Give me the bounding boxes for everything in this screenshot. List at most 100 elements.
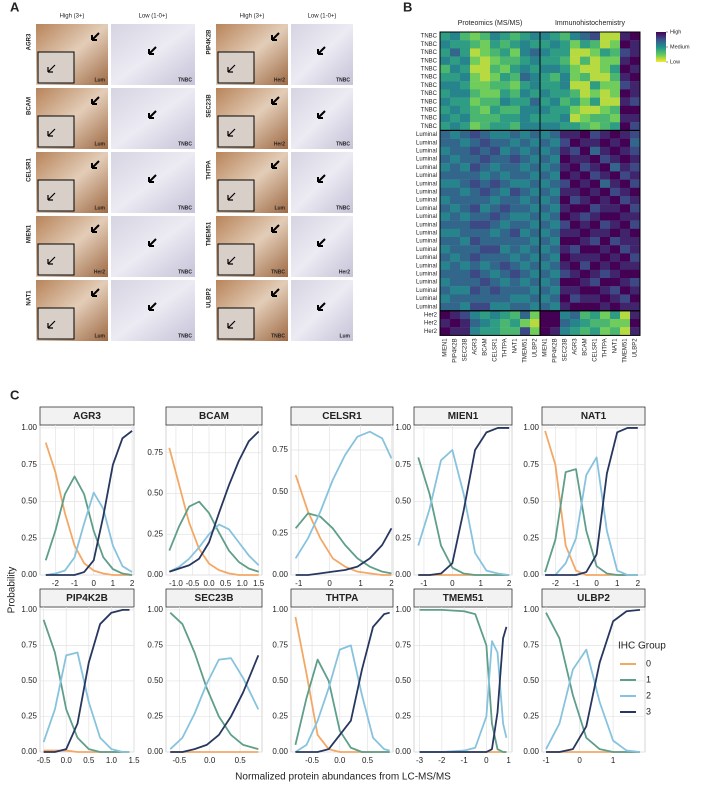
heatmap-cell bbox=[630, 81, 641, 90]
heatmap-cell bbox=[510, 81, 521, 90]
heatmap-cell bbox=[590, 81, 601, 90]
column-label: NAT1 bbox=[613, 338, 619, 354]
heatmap-cell bbox=[520, 146, 531, 156]
heatmap-cell bbox=[610, 302, 621, 311]
gene-label: ULBP2 bbox=[207, 288, 213, 308]
heatmap-cell bbox=[530, 286, 541, 295]
heatmap-cell bbox=[590, 286, 601, 295]
heatmap-cell bbox=[620, 105, 631, 115]
row-label: Luminal bbox=[416, 148, 437, 154]
probability-curve bbox=[295, 527, 393, 576]
heatmap-cell bbox=[520, 155, 531, 164]
heatmap-cell bbox=[470, 40, 481, 49]
heatmap-cell bbox=[510, 269, 521, 279]
column-label: SEC23B bbox=[563, 338, 569, 361]
heatmap-cell bbox=[620, 138, 631, 147]
heatmap-cell bbox=[620, 327, 631, 336]
heatmap-cell bbox=[550, 163, 561, 172]
heatmap-cell bbox=[570, 64, 581, 74]
heatmap-cell bbox=[630, 73, 641, 82]
heatmap-cell bbox=[550, 245, 561, 254]
heatmap-cell bbox=[500, 179, 511, 188]
heatmap-cell bbox=[490, 163, 501, 172]
x-tick-label: -1 bbox=[542, 756, 550, 765]
heatmap-cell bbox=[490, 89, 501, 98]
heatmap-cell bbox=[540, 48, 551, 57]
row-label: Luminal bbox=[416, 173, 437, 179]
heatmap-cell bbox=[450, 327, 461, 336]
heatmap-cell bbox=[530, 48, 541, 57]
heatmap-cell bbox=[510, 228, 521, 238]
arrow-marker bbox=[47, 192, 56, 201]
probability-curve bbox=[170, 654, 260, 753]
y-tick-label: 0.25 bbox=[523, 712, 539, 721]
heatmap-cell bbox=[570, 122, 581, 131]
arrow-marker bbox=[227, 128, 236, 137]
heatmap-cell bbox=[600, 294, 611, 303]
heatmap-cell bbox=[500, 105, 511, 115]
x-tick-label: 0.5 bbox=[235, 756, 247, 765]
x-tick-label: 1.0 bbox=[106, 756, 118, 765]
heatmap-cell bbox=[620, 228, 631, 238]
gene-label: PIP4K2B bbox=[207, 29, 213, 55]
heatmap-cell bbox=[610, 245, 621, 254]
heatmap-cell bbox=[510, 286, 521, 295]
heatmap-cell bbox=[600, 319, 611, 328]
heatmap-cell bbox=[510, 196, 521, 205]
heatmap-cell bbox=[610, 286, 621, 295]
heatmap-cell bbox=[610, 56, 621, 65]
heatmap-cell bbox=[550, 327, 561, 336]
inset-box bbox=[217, 243, 255, 276]
heatmap-cell bbox=[500, 294, 511, 303]
heatmap-cell bbox=[550, 179, 561, 188]
heatmap-cell bbox=[450, 261, 461, 270]
heatmap-cell bbox=[440, 130, 451, 139]
heatmap-cell bbox=[490, 253, 501, 262]
inset-box bbox=[37, 307, 75, 340]
heatmap-cell bbox=[510, 220, 521, 229]
heatmap-cell bbox=[540, 122, 551, 131]
row-label: Her2 bbox=[424, 312, 438, 318]
row-label: TNBC bbox=[421, 124, 438, 130]
heatmap-cell bbox=[610, 81, 621, 90]
heatmap-cell bbox=[610, 253, 621, 262]
heatmap-cell bbox=[440, 32, 451, 41]
heatmap-cell bbox=[530, 89, 541, 98]
heatmap-cell bbox=[490, 269, 501, 279]
probability-curve bbox=[545, 648, 641, 753]
heatmap-cell bbox=[530, 122, 541, 131]
heatmap-cell bbox=[550, 138, 561, 147]
row-label: TNBC bbox=[421, 66, 438, 72]
heatmap-cell bbox=[610, 220, 621, 229]
heatmap-cell bbox=[510, 237, 521, 246]
colorbar-label: High bbox=[670, 29, 681, 35]
arrow-marker bbox=[47, 320, 56, 329]
heatmap-cell bbox=[630, 294, 641, 303]
x-tick-label: -3 bbox=[416, 756, 424, 765]
heatmap-cell bbox=[540, 40, 551, 49]
column-label: THTPA bbox=[503, 338, 509, 357]
x-tick-label: -1 bbox=[71, 579, 79, 588]
heatmap-cell bbox=[570, 138, 581, 147]
heatmap-cell bbox=[590, 294, 601, 303]
arrow-marker bbox=[271, 96, 280, 105]
heatmap-cell bbox=[590, 48, 601, 57]
heatmap-cell bbox=[630, 319, 641, 328]
heatmap-cell bbox=[580, 253, 591, 262]
x-tick-label: -1 bbox=[572, 579, 580, 588]
row-label: Luminal bbox=[416, 157, 437, 163]
heatmap-cell bbox=[570, 212, 581, 221]
heatmap-cell bbox=[490, 286, 501, 295]
y-tick-label: 0.00 bbox=[272, 570, 288, 579]
heatmap-cell bbox=[610, 171, 621, 180]
heatmap-cell bbox=[480, 310, 491, 320]
heatmap-cell bbox=[540, 294, 551, 303]
panel-background bbox=[165, 606, 263, 753]
heatmap-cell bbox=[460, 204, 471, 213]
heatmap-cell bbox=[520, 40, 531, 49]
heatmap-cell bbox=[480, 48, 491, 57]
x-tick-label: -0.5 bbox=[37, 756, 51, 765]
arrow-marker bbox=[148, 238, 157, 247]
heatmap-cell bbox=[500, 114, 511, 123]
